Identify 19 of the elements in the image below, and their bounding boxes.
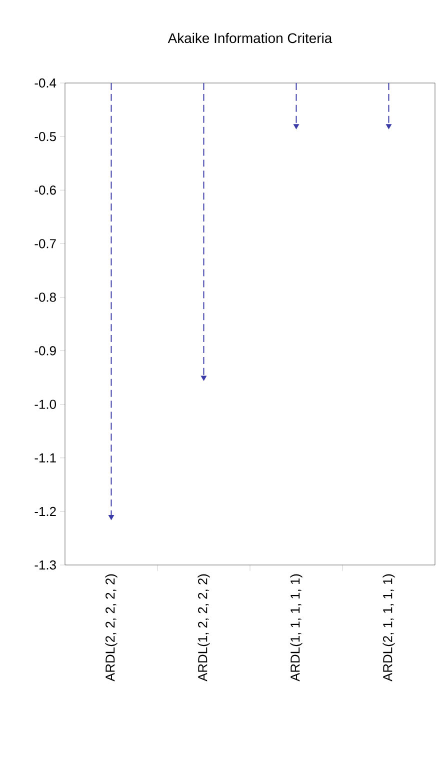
y-tick-label: -1.2	[34, 506, 56, 516]
y-tick-label: -0.9	[34, 346, 56, 356]
x-tick-label: ARDL(1, 1, 1, 1, 1)	[290, 574, 302, 682]
point	[294, 124, 299, 129]
x-tick-label: ARDL(2, 2, 2, 2, 2)	[105, 574, 118, 682]
y-tick-label: -1.3	[34, 560, 56, 570]
point	[386, 124, 392, 129]
y-tick-label: -0.4	[34, 78, 56, 88]
y-tick-label: -0.5	[34, 132, 56, 142]
chart-title: Akaike Information Criteria	[168, 32, 332, 44]
y-tick-label: -0.6	[34, 186, 56, 195]
point	[108, 515, 114, 520]
y-tick-label: -1.1	[34, 453, 56, 462]
x-tick-label: ARDL(2, 1, 1, 1, 1)	[382, 574, 395, 682]
point	[201, 376, 206, 381]
y-tick-label: -0.8	[34, 292, 56, 302]
y-tick-label: -0.7	[34, 239, 56, 248]
x-tick-label: ARDL(1, 2, 2, 2, 2)	[198, 574, 210, 682]
y-tick-label: -1.0	[34, 400, 56, 409]
